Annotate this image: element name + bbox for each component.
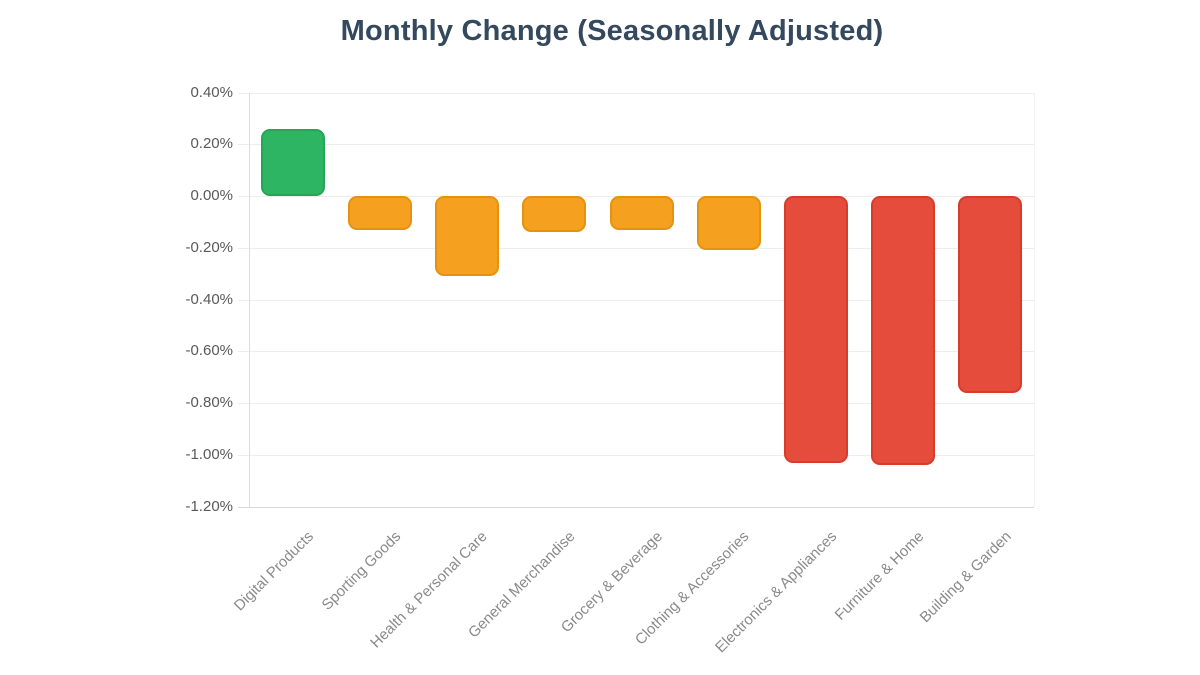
bar-sporting-goods [347,196,412,230]
plot-right-edge [1034,92,1035,507]
x-axis-label-digital-products: Digital Products [230,528,317,615]
y-axis-tick-label: 0.40% [190,83,233,101]
gridline-0-40 [238,92,1034,94]
gridline-0-20 [238,247,1034,249]
bar-digital-products [260,128,325,196]
x-axis-label-sporting-goods: Sporting Goods [318,528,404,614]
y-axis-tick-label: -0.60% [185,342,233,360]
gridline-0-20 [238,144,1034,146]
y-axis-tick-label: -0.20% [185,238,233,256]
y-axis-line [249,92,250,507]
bar-clothing-and-accessories [696,196,761,251]
y-axis-tick-label: -1.00% [185,445,233,463]
gridline-0-80 [238,403,1034,404]
gridline-0-40 [238,299,1034,301]
y-axis-tick-label: -0.80% [185,394,233,411]
y-axis-tick-label: -0.40% [185,290,233,308]
bar-electronics-and-appliances [783,196,848,463]
gridline-1-20 [238,506,1034,508]
bar-grocery-and-beverage [609,196,674,230]
y-axis-tick-label: 0.00% [190,187,233,204]
x-axis-label-building-and-garden: Building & Garden [916,528,1015,627]
bar-furniture-and-home [871,196,936,466]
bar-health-and-personal-care [435,196,500,277]
bar-general-merchandise [522,196,587,233]
x-axis-label-furniture-and-home: Furniture & Home [831,528,928,624]
chart-title: Monthly Change (Seasonally Adjusted) [340,15,884,47]
bar-building-and-garden [958,196,1023,393]
gridline-0-60 [238,351,1034,353]
y-axis-tick-label: 0.20% [190,135,233,153]
gridline-1-00 [238,454,1034,456]
y-axis-tick-label: -1.20% [185,497,233,515]
